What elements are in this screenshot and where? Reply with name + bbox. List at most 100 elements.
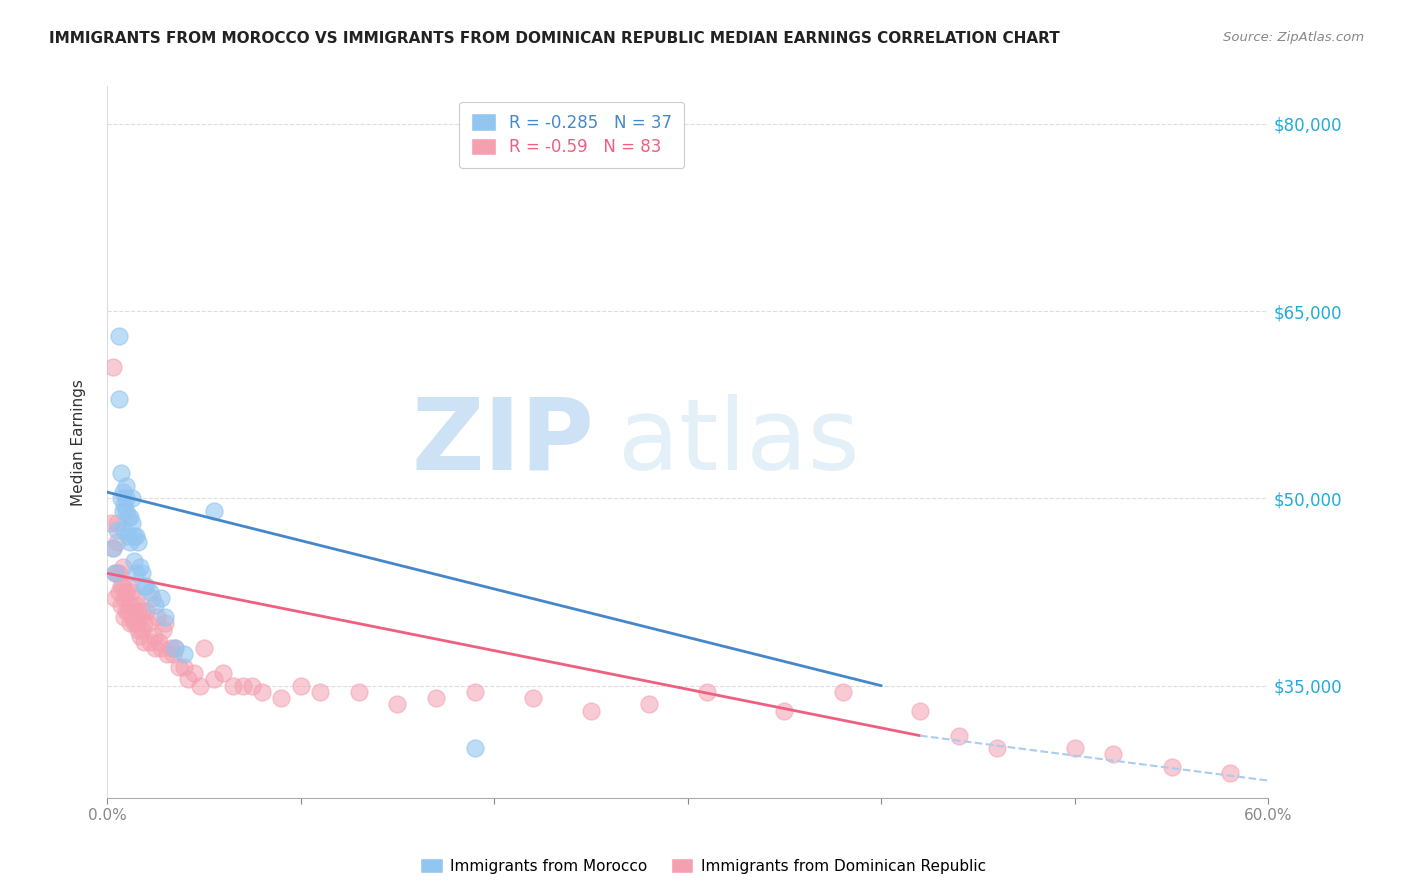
Point — [125, 566, 148, 581]
Point — [120, 616, 142, 631]
Point — [125, 529, 148, 543]
Point — [270, 691, 292, 706]
Point — [122, 591, 145, 606]
Point — [122, 616, 145, 631]
Point — [117, 510, 139, 524]
Point — [105, 566, 128, 581]
Point — [101, 360, 124, 375]
Point — [131, 623, 153, 637]
Point — [132, 616, 155, 631]
Point — [142, 629, 165, 643]
Point — [202, 673, 225, 687]
Point — [202, 504, 225, 518]
Point — [425, 691, 447, 706]
Point — [831, 685, 853, 699]
Point — [696, 685, 718, 699]
Point — [107, 566, 129, 581]
Point — [117, 529, 139, 543]
Point — [107, 329, 129, 343]
Point — [105, 535, 128, 549]
Point — [121, 585, 143, 599]
Point — [107, 392, 129, 406]
Point — [948, 729, 970, 743]
Point — [222, 679, 245, 693]
Point — [163, 641, 186, 656]
Point — [104, 566, 127, 581]
Point — [183, 666, 205, 681]
Point — [773, 704, 796, 718]
Point — [129, 610, 152, 624]
Point — [173, 648, 195, 662]
Point — [110, 491, 132, 506]
Legend: R = -0.285   N = 37, R = -0.59   N = 83: R = -0.285 N = 37, R = -0.59 N = 83 — [460, 102, 683, 169]
Point — [125, 598, 148, 612]
Point — [347, 685, 370, 699]
Point — [173, 660, 195, 674]
Text: ZIP: ZIP — [412, 393, 595, 491]
Point — [232, 679, 254, 693]
Point — [129, 560, 152, 574]
Point — [135, 579, 157, 593]
Point — [1063, 741, 1085, 756]
Point — [117, 604, 139, 618]
Point — [127, 623, 149, 637]
Point — [1219, 766, 1241, 780]
Point — [115, 585, 138, 599]
Point — [120, 535, 142, 549]
Point — [115, 604, 138, 618]
Point — [908, 704, 931, 718]
Point — [136, 616, 159, 631]
Point — [387, 698, 409, 712]
Text: IMMIGRANTS FROM MOROCCO VS IMMIGRANTS FROM DOMINICAN REPUBLIC MEDIAN EARNINGS CO: IMMIGRANTS FROM MOROCCO VS IMMIGRANTS FR… — [49, 31, 1060, 46]
Point — [145, 641, 167, 656]
Point — [986, 741, 1008, 756]
Point — [579, 704, 602, 718]
Point — [111, 579, 134, 593]
Legend: Immigrants from Morocco, Immigrants from Dominican Republic: Immigrants from Morocco, Immigrants from… — [413, 852, 993, 880]
Point — [120, 598, 142, 612]
Point — [522, 691, 544, 706]
Point — [464, 741, 486, 756]
Point — [101, 541, 124, 556]
Y-axis label: Median Earnings: Median Earnings — [72, 379, 86, 506]
Point — [114, 591, 136, 606]
Point — [290, 679, 312, 693]
Point — [188, 679, 211, 693]
Point — [1102, 747, 1125, 762]
Point — [132, 579, 155, 593]
Point — [111, 485, 134, 500]
Point — [309, 685, 332, 699]
Point — [104, 591, 127, 606]
Point — [110, 579, 132, 593]
Point — [110, 598, 132, 612]
Point — [115, 479, 138, 493]
Point — [120, 510, 142, 524]
Point — [240, 679, 263, 693]
Point — [141, 591, 163, 606]
Point — [114, 610, 136, 624]
Point — [111, 560, 134, 574]
Point — [1160, 760, 1182, 774]
Point — [638, 698, 661, 712]
Point — [212, 666, 235, 681]
Point — [105, 516, 128, 531]
Text: atlas: atlas — [619, 393, 859, 491]
Point — [104, 566, 127, 581]
Point — [115, 491, 138, 506]
Point — [163, 641, 186, 656]
Point — [122, 529, 145, 543]
Point — [152, 623, 174, 637]
Point — [101, 541, 124, 556]
Point — [100, 516, 122, 531]
Point — [138, 585, 160, 599]
Point — [150, 591, 173, 606]
Point — [148, 635, 170, 649]
Point — [131, 566, 153, 581]
Point — [105, 523, 128, 537]
Point — [156, 648, 179, 662]
Point — [250, 685, 273, 699]
Point — [117, 579, 139, 593]
Point — [107, 585, 129, 599]
Point — [146, 610, 169, 624]
Point — [132, 635, 155, 649]
